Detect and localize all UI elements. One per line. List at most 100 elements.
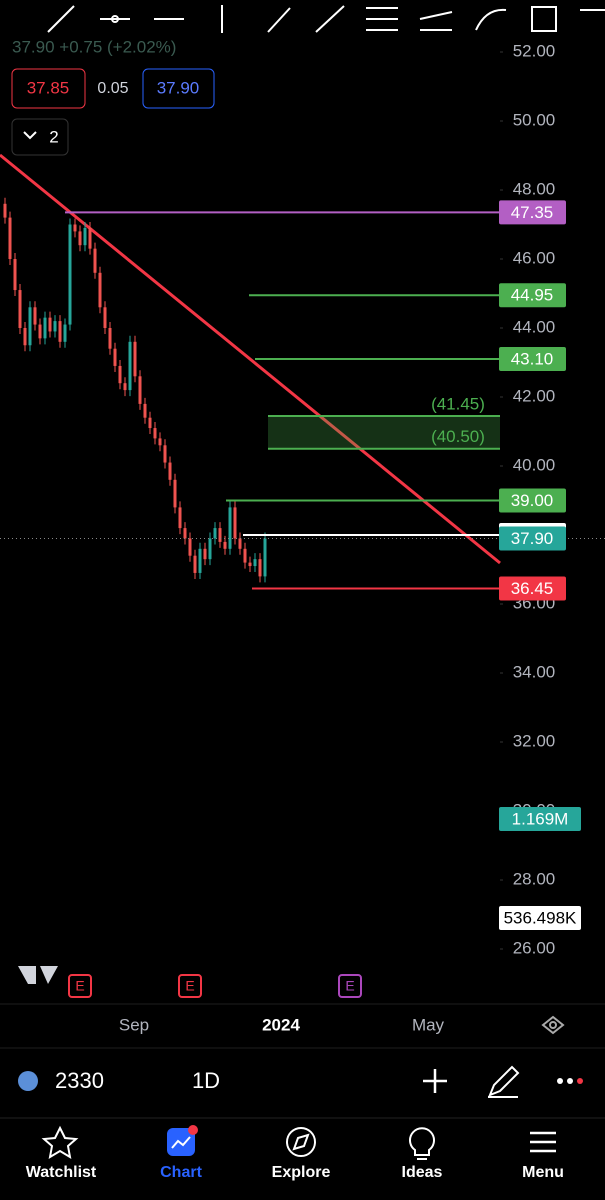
candle — [88, 227, 92, 249]
candle — [13, 259, 17, 291]
quote-line: 37.90 +0.75 (+2.02%) — [12, 37, 176, 56]
symbol[interactable]: 2330 — [55, 1068, 104, 1093]
candle — [93, 248, 97, 273]
y-tick-label: 44.00 — [513, 317, 556, 336]
tool-trend[interactable] — [47, 5, 75, 33]
zone — [268, 415, 500, 449]
candle — [138, 376, 142, 404]
tool-rect[interactable] — [531, 6, 557, 32]
tab-label[interactable]: Menu — [522, 1164, 564, 1181]
symbol-logo — [18, 1071, 38, 1091]
tab-label[interactable]: Chart — [160, 1164, 202, 1181]
x-tick-label: Sep — [119, 1015, 149, 1034]
candle — [233, 507, 237, 539]
level-label: 43.10 — [511, 350, 554, 369]
tv-logo — [18, 966, 58, 984]
x-tick-label: May — [412, 1015, 445, 1034]
level-box — [499, 488, 566, 513]
ask: 37.90 — [157, 78, 200, 97]
candle — [73, 224, 77, 232]
bid: 37.85 — [27, 78, 70, 97]
earnings-label: E — [185, 978, 194, 994]
candle — [103, 307, 107, 328]
volume-box — [499, 906, 581, 930]
y-tick-label: 46.00 — [513, 248, 556, 267]
candle — [153, 428, 157, 439]
drawing-toolbar — [0, 0, 605, 38]
volume-label: 1.169M — [512, 809, 569, 828]
candle — [253, 559, 257, 567]
candle — [98, 272, 102, 308]
level-box — [499, 200, 566, 225]
level-label: 47.35 — [511, 203, 554, 222]
ideas-icon[interactable] — [409, 1127, 435, 1160]
interval[interactable]: 1D — [192, 1068, 220, 1093]
draw-button[interactable] — [488, 1065, 520, 1098]
level-box — [499, 526, 566, 551]
more-button[interactable] — [557, 1078, 583, 1084]
tab-label[interactable]: Explore — [272, 1164, 331, 1181]
tab-label[interactable]: Ideas — [402, 1164, 443, 1181]
candle — [248, 562, 252, 567]
candle — [228, 507, 232, 549]
y-tick-label: 52.00 — [513, 41, 556, 60]
bid-box[interactable] — [11, 68, 86, 109]
watchlist-icon[interactable] — [41, 1125, 79, 1159]
settings-icon[interactable] — [541, 1015, 565, 1035]
earnings-label: E — [345, 978, 354, 994]
level-label: (40.50) — [431, 427, 485, 446]
candle — [8, 217, 12, 259]
y-tick-label: 28.00 — [513, 869, 556, 888]
y-tick-label: 48.00 — [513, 179, 556, 198]
add-button[interactable] — [423, 1069, 447, 1093]
candle — [178, 507, 182, 529]
level-label: 37.90 — [511, 529, 554, 548]
volume-label: 536.498K — [504, 908, 577, 927]
tab-label[interactable]: Watchlist — [26, 1164, 97, 1181]
candle — [28, 307, 32, 346]
indicator-toggle[interactable] — [11, 118, 69, 156]
earnings-marker — [178, 974, 202, 998]
menu-icon[interactable] — [530, 1131, 556, 1153]
candle — [108, 328, 112, 349]
candle — [38, 324, 42, 339]
y-tick-label: 32.00 — [513, 731, 556, 750]
candle — [223, 541, 227, 549]
candle — [183, 528, 187, 539]
candle — [18, 290, 22, 328]
candle — [198, 548, 202, 573]
volume-box — [499, 807, 581, 831]
candle — [128, 341, 132, 391]
chart-icon[interactable] — [167, 1128, 195, 1156]
level-box — [499, 283, 566, 308]
candle — [53, 321, 57, 332]
tool-arrow[interactable] — [267, 7, 291, 33]
level-box — [499, 347, 566, 372]
ask-box[interactable] — [142, 68, 215, 109]
candle — [258, 559, 262, 577]
earnings-marker — [338, 974, 362, 998]
y-tick-label: 34.00 — [513, 662, 556, 681]
candle — [213, 528, 217, 539]
candle — [123, 383, 127, 391]
y-tick-label: 42.00 — [513, 386, 556, 405]
candle — [203, 548, 207, 560]
explore-icon[interactable] — [286, 1127, 316, 1157]
candle — [193, 555, 197, 573]
candle — [173, 479, 177, 508]
candle — [43, 317, 47, 339]
tool-path[interactable] — [315, 5, 345, 33]
level-label: 36.45 — [511, 579, 554, 598]
candle — [158, 438, 162, 446]
candle — [188, 538, 192, 556]
candle — [238, 538, 242, 549]
candle — [163, 445, 167, 463]
candle — [33, 307, 37, 325]
candle — [48, 317, 52, 332]
tool-brush[interactable] — [475, 8, 507, 31]
level-label: 44.95 — [511, 286, 554, 305]
candle — [113, 348, 117, 366]
level-label: 39.00 — [511, 491, 554, 510]
